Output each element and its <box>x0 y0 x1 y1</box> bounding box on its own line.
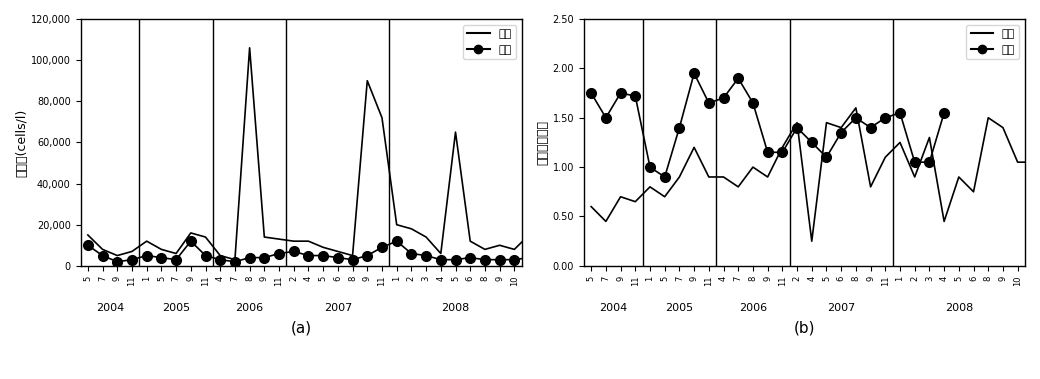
Text: (a): (a) <box>290 320 312 335</box>
Text: (b): (b) <box>794 320 815 335</box>
Text: 2004: 2004 <box>599 303 627 313</box>
Text: 2008: 2008 <box>441 303 470 313</box>
Y-axis label: 종다양성지수: 종다양성지수 <box>537 120 550 165</box>
Legend: 내측, 외측: 내측, 외측 <box>463 25 516 59</box>
Legend: 내측, 외측: 내측, 외측 <box>966 25 1019 59</box>
Text: 2007: 2007 <box>323 303 352 313</box>
Text: 2005: 2005 <box>162 303 190 313</box>
Text: 2006: 2006 <box>235 303 264 313</box>
Text: 2007: 2007 <box>827 303 855 313</box>
Text: 2004: 2004 <box>96 303 124 313</box>
Text: 2008: 2008 <box>944 303 973 313</box>
Text: 2006: 2006 <box>738 303 766 313</box>
Y-axis label: 현존량(cells/l): 현존량(cells/l) <box>15 108 28 177</box>
Text: 2005: 2005 <box>666 303 694 313</box>
